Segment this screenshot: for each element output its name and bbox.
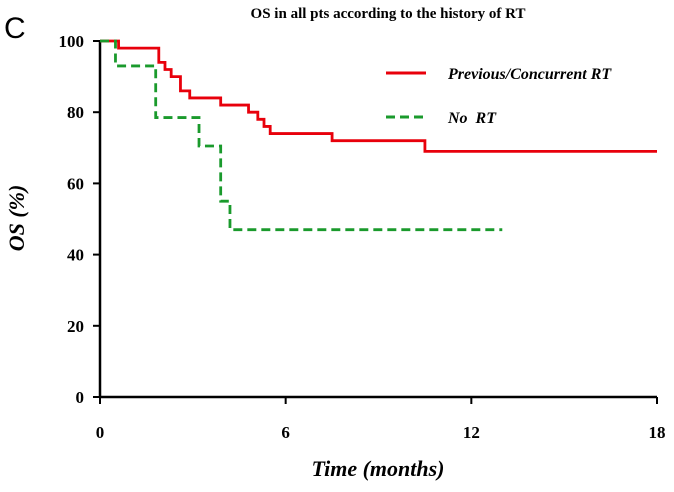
legend-label-previous-concurrent-rt: Previous/Concurrent RT — [447, 66, 612, 83]
x-tick-label: 12 — [463, 423, 480, 442]
y-tick-label: 60 — [67, 174, 84, 193]
legend: Previous/Concurrent RT No RT — [386, 66, 612, 127]
y-axis-ticks: 0 20 40 60 80 100 — [59, 32, 100, 407]
legend-label-no-rt: No RT — [447, 110, 497, 127]
series-line-no-rt — [100, 39, 503, 232]
y-tick-label: 80 — [67, 103, 84, 122]
x-tick-label: 18 — [649, 423, 666, 442]
y-tick-label: 20 — [67, 317, 84, 336]
y-tick-label: 100 — [59, 32, 85, 51]
x-axis-ticks: 0 6 12 18 — [96, 397, 666, 442]
y-tick-label: 0 — [76, 388, 85, 407]
y-axis-title: OS (%) — [4, 185, 29, 252]
series-layer — [100, 39, 657, 232]
x-tick-label: 6 — [281, 423, 290, 442]
panel-letter: C — [4, 12, 26, 45]
y-tick-label: 40 — [67, 246, 84, 265]
x-tick-label: 0 — [96, 423, 105, 442]
series-line-previous-concurrent-rt — [100, 39, 657, 153]
chart-title: OS in all pts according to the history o… — [251, 6, 526, 22]
x-axis-title: Time (months) — [311, 456, 444, 481]
